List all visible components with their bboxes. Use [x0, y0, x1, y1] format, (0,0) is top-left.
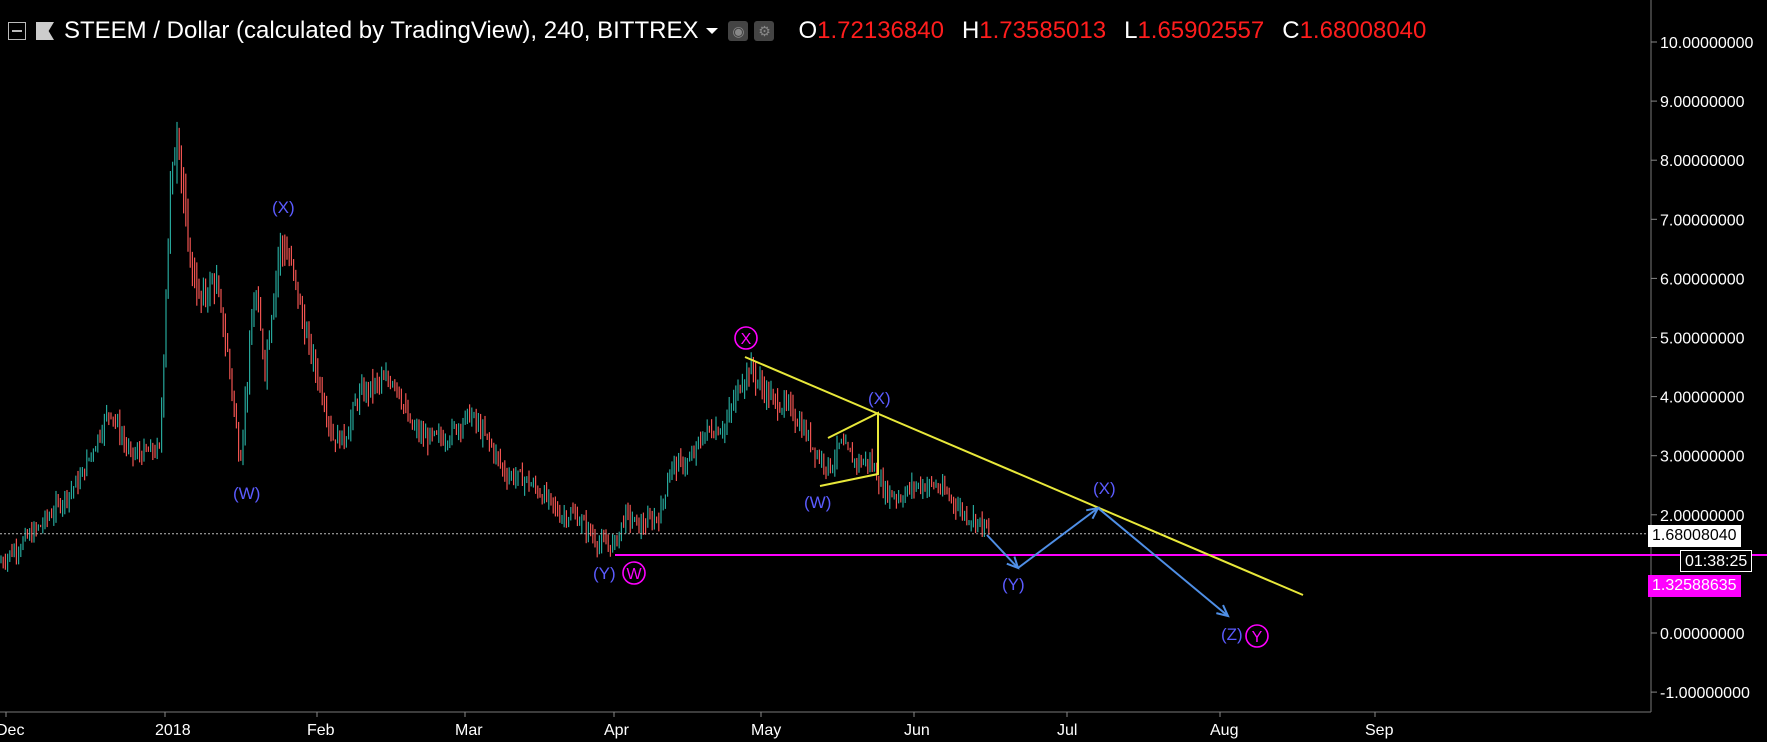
wave-label: (W)	[233, 484, 260, 503]
price-tick-label: 5.00000000	[1660, 331, 1745, 348]
circled-wave-label: Y	[1252, 629, 1263, 646]
support-level-tag: 1.32588635	[1648, 575, 1741, 597]
close-label: C	[1282, 17, 1300, 44]
last-price-tag: 1.68008040	[1648, 525, 1741, 547]
projection-arrow-head	[1216, 604, 1230, 618]
price-tick-label: 4.00000000	[1660, 390, 1745, 407]
descending-trendline	[744, 356, 1304, 596]
open-label: O	[798, 17, 818, 44]
time-tick-label: Mar	[455, 722, 483, 739]
projection-arrow	[986, 534, 1019, 569]
time-tick-label: Jun	[904, 722, 930, 739]
chart-header: STEEM / Dollar (calculated by TradingVie…	[8, 14, 1426, 48]
projection-arrow	[1017, 507, 1099, 569]
wave-label: (X)	[1093, 479, 1116, 498]
time-tick-label: 2018	[155, 722, 191, 739]
wave-label: (Z)	[1221, 625, 1243, 644]
wave-label: (X)	[868, 389, 891, 408]
open-value: 1.72136840	[817, 17, 944, 44]
circled-wave-marker	[622, 561, 646, 585]
high-label: H	[961, 17, 980, 44]
time-tick-label: Aug	[1210, 722, 1238, 739]
close-value: 1.68008040	[1299, 17, 1427, 44]
projection-arrow	[1097, 507, 1229, 617]
time-tick-label: May	[751, 722, 781, 739]
collapse-icon[interactable]	[8, 22, 26, 40]
eye-icon[interactable]: ◉	[728, 21, 749, 41]
circled-wave-label: W	[626, 566, 642, 583]
price-tick-label: 10.00000000	[1660, 35, 1754, 52]
triangle-pattern	[819, 411, 879, 487]
time-tick-label: Apr	[604, 722, 630, 739]
gear-icon[interactable]: ⚙	[754, 21, 775, 41]
symbol-title[interactable]: STEEM / Dollar (calculated by TradingVie…	[64, 17, 699, 44]
low-value: 1.65902557	[1137, 17, 1265, 44]
time-tick-label: Dec	[0, 722, 24, 739]
symbol-flag-icon	[36, 22, 54, 40]
circled-wave-label: X	[741, 331, 752, 348]
wave-label: (X)	[272, 198, 295, 217]
price-tick-label: -1.00000000	[1660, 685, 1750, 702]
low-label: L	[1124, 17, 1138, 44]
wave-label: (W)	[804, 493, 831, 512]
price-tick-label: 6.00000000	[1660, 271, 1745, 288]
wave-label: (Y)	[1002, 575, 1025, 594]
countdown-tag: 01:38:25	[1680, 550, 1753, 572]
time-tick-label: Sep	[1365, 722, 1394, 739]
wave-label: (Y)	[593, 564, 616, 583]
chevron-down-icon[interactable]	[706, 28, 719, 34]
circled-wave-marker	[1245, 624, 1269, 648]
circled-wave-marker	[734, 326, 758, 350]
time-tick-label: Jul	[1057, 722, 1077, 739]
price-tick-label: 0.00000000	[1660, 626, 1745, 643]
price-tick-label: 3.00000000	[1660, 449, 1745, 466]
time-tick-label: Feb	[307, 722, 335, 739]
price-tick-label: 7.00000000	[1660, 212, 1745, 229]
price-tick-label: 2.00000000	[1660, 508, 1745, 525]
price-tick-label: 8.00000000	[1660, 153, 1745, 170]
high-value: 1.73585013	[979, 17, 1107, 44]
price-tick-label: 9.00000000	[1660, 94, 1745, 111]
